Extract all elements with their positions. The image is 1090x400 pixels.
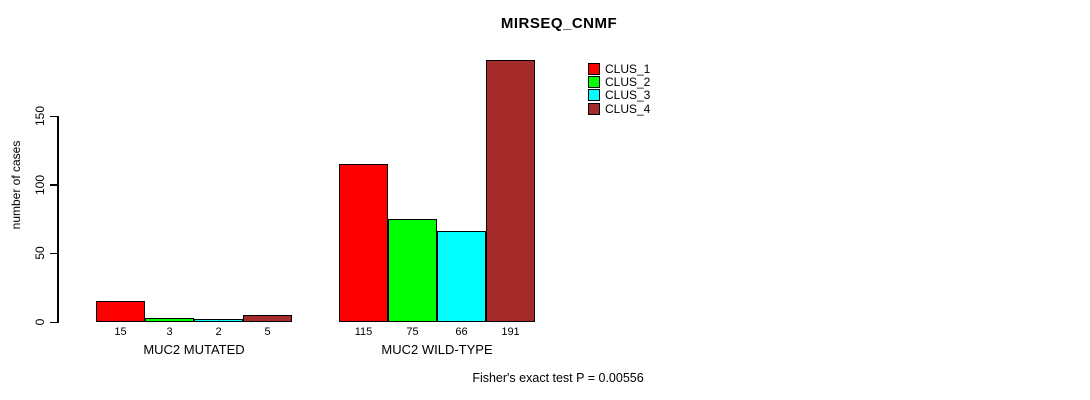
bar-CLUS_1-muc2-mutated — [96, 301, 145, 322]
legend-row: CLUS_4 — [588, 101, 651, 116]
bar-value-label: 115 — [354, 326, 373, 338]
bar-CLUS_4-muc2-mutated — [243, 315, 292, 322]
y-axis-tick — [50, 184, 57, 186]
y-axis-tick-label: 0 — [33, 318, 47, 326]
y-axis-label: number of cases — [9, 140, 23, 230]
y-axis-tick — [50, 115, 57, 117]
annotation-text: Fisher's exact test P = 0.00556 — [472, 371, 644, 385]
y-axis-tick — [50, 252, 57, 255]
legend-swatch-clus_2 — [588, 76, 600, 89]
bar-value-label: 2 — [215, 326, 222, 338]
legend-label: CLUS_3 — [605, 88, 651, 103]
bar-CLUS_2-muc2-wild-type — [388, 219, 437, 322]
legend-row: CLUS_2 — [588, 75, 651, 90]
y-axis-tick-label: 50 — [33, 246, 47, 261]
bar-value-label: 75 — [406, 326, 419, 338]
legend-label: CLUS_2 — [605, 75, 651, 90]
y-axis-tick-label: 100 — [33, 174, 47, 195]
bar-value-label: 191 — [501, 326, 520, 338]
bar-value-label: 15 — [114, 326, 127, 338]
y-axis-tick — [50, 321, 57, 323]
bar-value-label: 5 — [264, 326, 271, 338]
legend-row: CLUS_3 — [588, 88, 651, 103]
category-label: MUC2 MUTATED — [143, 342, 245, 357]
legend: CLUS_1 CLUS_2 CLUS_3 CLUS_4 — [588, 62, 650, 116]
bar-CLUS_4-muc2-wild-type — [486, 59, 535, 322]
legend-label: CLUS_4 — [605, 101, 651, 116]
bar-CLUS_2-muc2-mutated — [145, 317, 194, 322]
legend-swatch-clus_1 — [588, 62, 600, 75]
bar-CLUS_3-muc2-mutated — [194, 319, 243, 322]
bar-CLUS_3-muc2-wild-type — [437, 231, 486, 322]
chart-title: MIRSEQ_CNMF — [500, 15, 618, 32]
y-axis-line — [57, 116, 59, 323]
legend-row: CLUS_1 — [588, 61, 651, 76]
bar-value-label: 3 — [166, 326, 173, 338]
legend-swatch-clus_3 — [588, 89, 600, 102]
legend-label: CLUS_1 — [605, 61, 651, 76]
legend-swatch-clus_4 — [588, 102, 600, 115]
category-label: MUC2 WILD-TYPE — [381, 342, 493, 357]
bar-value-label: 66 — [455, 326, 468, 338]
y-axis-tick-label: 150 — [33, 105, 47, 127]
bar-CLUS_1-muc2-wild-type — [339, 164, 388, 322]
